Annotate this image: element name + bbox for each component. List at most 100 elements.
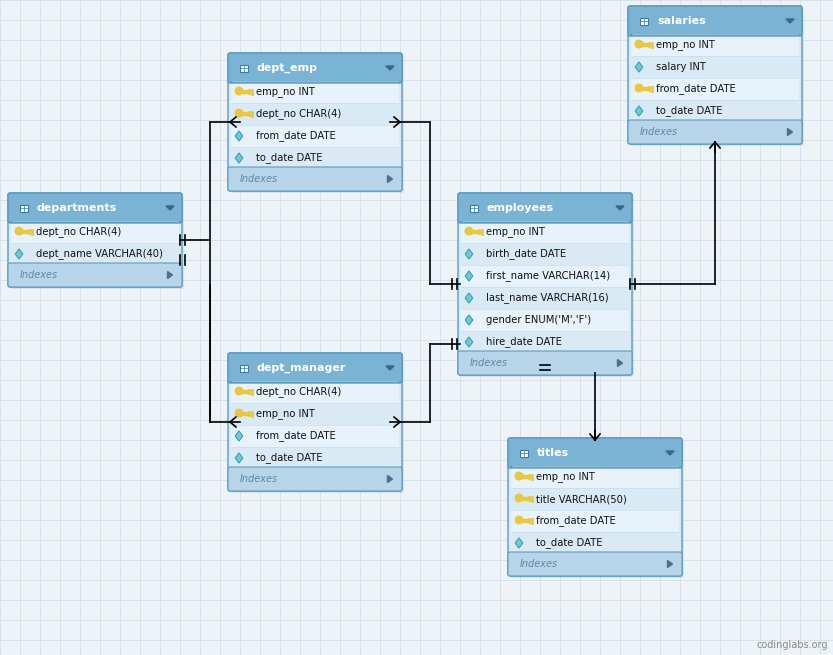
Text: emp_no INT: emp_no INT <box>486 227 545 238</box>
FancyBboxPatch shape <box>10 195 184 289</box>
Text: from_date DATE: from_date DATE <box>536 515 616 527</box>
Circle shape <box>635 83 644 92</box>
Bar <box>231 147 399 169</box>
Text: last_name VARCHAR(16): last_name VARCHAR(16) <box>486 293 609 303</box>
Text: Indexes: Indexes <box>470 358 508 368</box>
Text: to_date DATE: to_date DATE <box>256 153 322 164</box>
Polygon shape <box>15 249 22 259</box>
Bar <box>461 265 629 287</box>
FancyBboxPatch shape <box>458 193 632 375</box>
FancyBboxPatch shape <box>508 552 682 576</box>
FancyBboxPatch shape <box>508 438 682 576</box>
Bar <box>20 204 28 212</box>
Circle shape <box>235 409 243 417</box>
Circle shape <box>515 493 523 502</box>
FancyBboxPatch shape <box>230 355 404 493</box>
Polygon shape <box>466 293 473 303</box>
FancyBboxPatch shape <box>630 8 804 146</box>
Bar <box>640 18 648 24</box>
Bar <box>519 496 528 500</box>
Polygon shape <box>616 206 624 210</box>
Bar <box>19 229 28 233</box>
Polygon shape <box>235 153 242 163</box>
Polygon shape <box>516 538 523 548</box>
FancyBboxPatch shape <box>628 6 802 144</box>
Bar <box>631 100 799 122</box>
FancyBboxPatch shape <box>458 193 632 223</box>
Text: to_date DATE: to_date DATE <box>656 105 722 117</box>
Text: emp_no INT: emp_no INT <box>656 39 715 50</box>
Polygon shape <box>386 66 394 70</box>
Text: from_date DATE: from_date DATE <box>256 430 336 441</box>
Bar <box>631 34 799 56</box>
Text: dept_no CHAR(4): dept_no CHAR(4) <box>256 386 342 398</box>
FancyBboxPatch shape <box>628 6 802 36</box>
Text: salary INT: salary INT <box>656 62 706 72</box>
Bar <box>231 447 399 469</box>
Bar <box>631 56 799 78</box>
Bar <box>461 287 629 309</box>
Polygon shape <box>387 476 392 483</box>
Text: emp_no INT: emp_no INT <box>256 409 315 419</box>
Circle shape <box>635 39 644 48</box>
Polygon shape <box>235 131 242 141</box>
Text: dept_no CHAR(4): dept_no CHAR(4) <box>36 227 122 238</box>
Circle shape <box>14 227 23 236</box>
Polygon shape <box>787 128 792 136</box>
Polygon shape <box>667 561 672 567</box>
Text: Indexes: Indexes <box>240 474 278 484</box>
Text: gender ENUM('M','F'): gender ENUM('M','F') <box>486 315 591 325</box>
Bar <box>631 78 799 100</box>
Text: departments: departments <box>37 203 117 213</box>
Text: birth_date DATE: birth_date DATE <box>486 248 566 259</box>
Polygon shape <box>386 366 394 370</box>
FancyBboxPatch shape <box>228 353 402 383</box>
Bar <box>239 111 248 115</box>
Text: dept_name VARCHAR(40): dept_name VARCHAR(40) <box>36 248 163 259</box>
FancyBboxPatch shape <box>8 193 182 223</box>
Circle shape <box>235 86 243 96</box>
Text: Indexes: Indexes <box>640 127 678 137</box>
Bar <box>511 532 679 554</box>
Polygon shape <box>235 453 242 463</box>
Bar <box>461 331 629 353</box>
Bar <box>239 411 248 415</box>
Polygon shape <box>235 431 242 441</box>
Text: dept_no CHAR(4): dept_no CHAR(4) <box>256 109 342 119</box>
Text: salaries: salaries <box>657 16 706 26</box>
Bar <box>231 381 399 403</box>
Bar <box>639 86 648 90</box>
Circle shape <box>235 386 243 396</box>
Text: from_date DATE: from_date DATE <box>256 130 336 141</box>
Text: to_date DATE: to_date DATE <box>536 538 602 548</box>
Polygon shape <box>636 62 643 72</box>
Bar <box>11 221 179 243</box>
Bar <box>231 81 399 103</box>
Text: first_name VARCHAR(14): first_name VARCHAR(14) <box>486 271 610 282</box>
Circle shape <box>235 109 243 117</box>
Text: dept_emp: dept_emp <box>257 63 318 73</box>
Polygon shape <box>466 315 473 325</box>
FancyBboxPatch shape <box>228 53 402 83</box>
Text: hire_date DATE: hire_date DATE <box>486 337 562 347</box>
Bar <box>239 390 248 392</box>
Bar <box>511 510 679 532</box>
Text: titles: titles <box>537 448 569 458</box>
Text: emp_no INT: emp_no INT <box>256 86 315 98</box>
Text: emp_no INT: emp_no INT <box>536 472 595 483</box>
Bar <box>470 204 478 212</box>
Bar <box>231 125 399 147</box>
Polygon shape <box>466 271 473 281</box>
FancyBboxPatch shape <box>8 193 182 287</box>
Bar <box>461 221 629 243</box>
FancyBboxPatch shape <box>458 351 632 375</box>
Bar <box>519 474 528 477</box>
FancyBboxPatch shape <box>228 467 402 491</box>
Bar <box>461 243 629 265</box>
Bar <box>461 309 629 331</box>
Text: from_date DATE: from_date DATE <box>656 84 736 94</box>
Polygon shape <box>387 176 392 183</box>
Bar <box>231 103 399 125</box>
Polygon shape <box>466 249 473 259</box>
FancyBboxPatch shape <box>228 53 402 191</box>
